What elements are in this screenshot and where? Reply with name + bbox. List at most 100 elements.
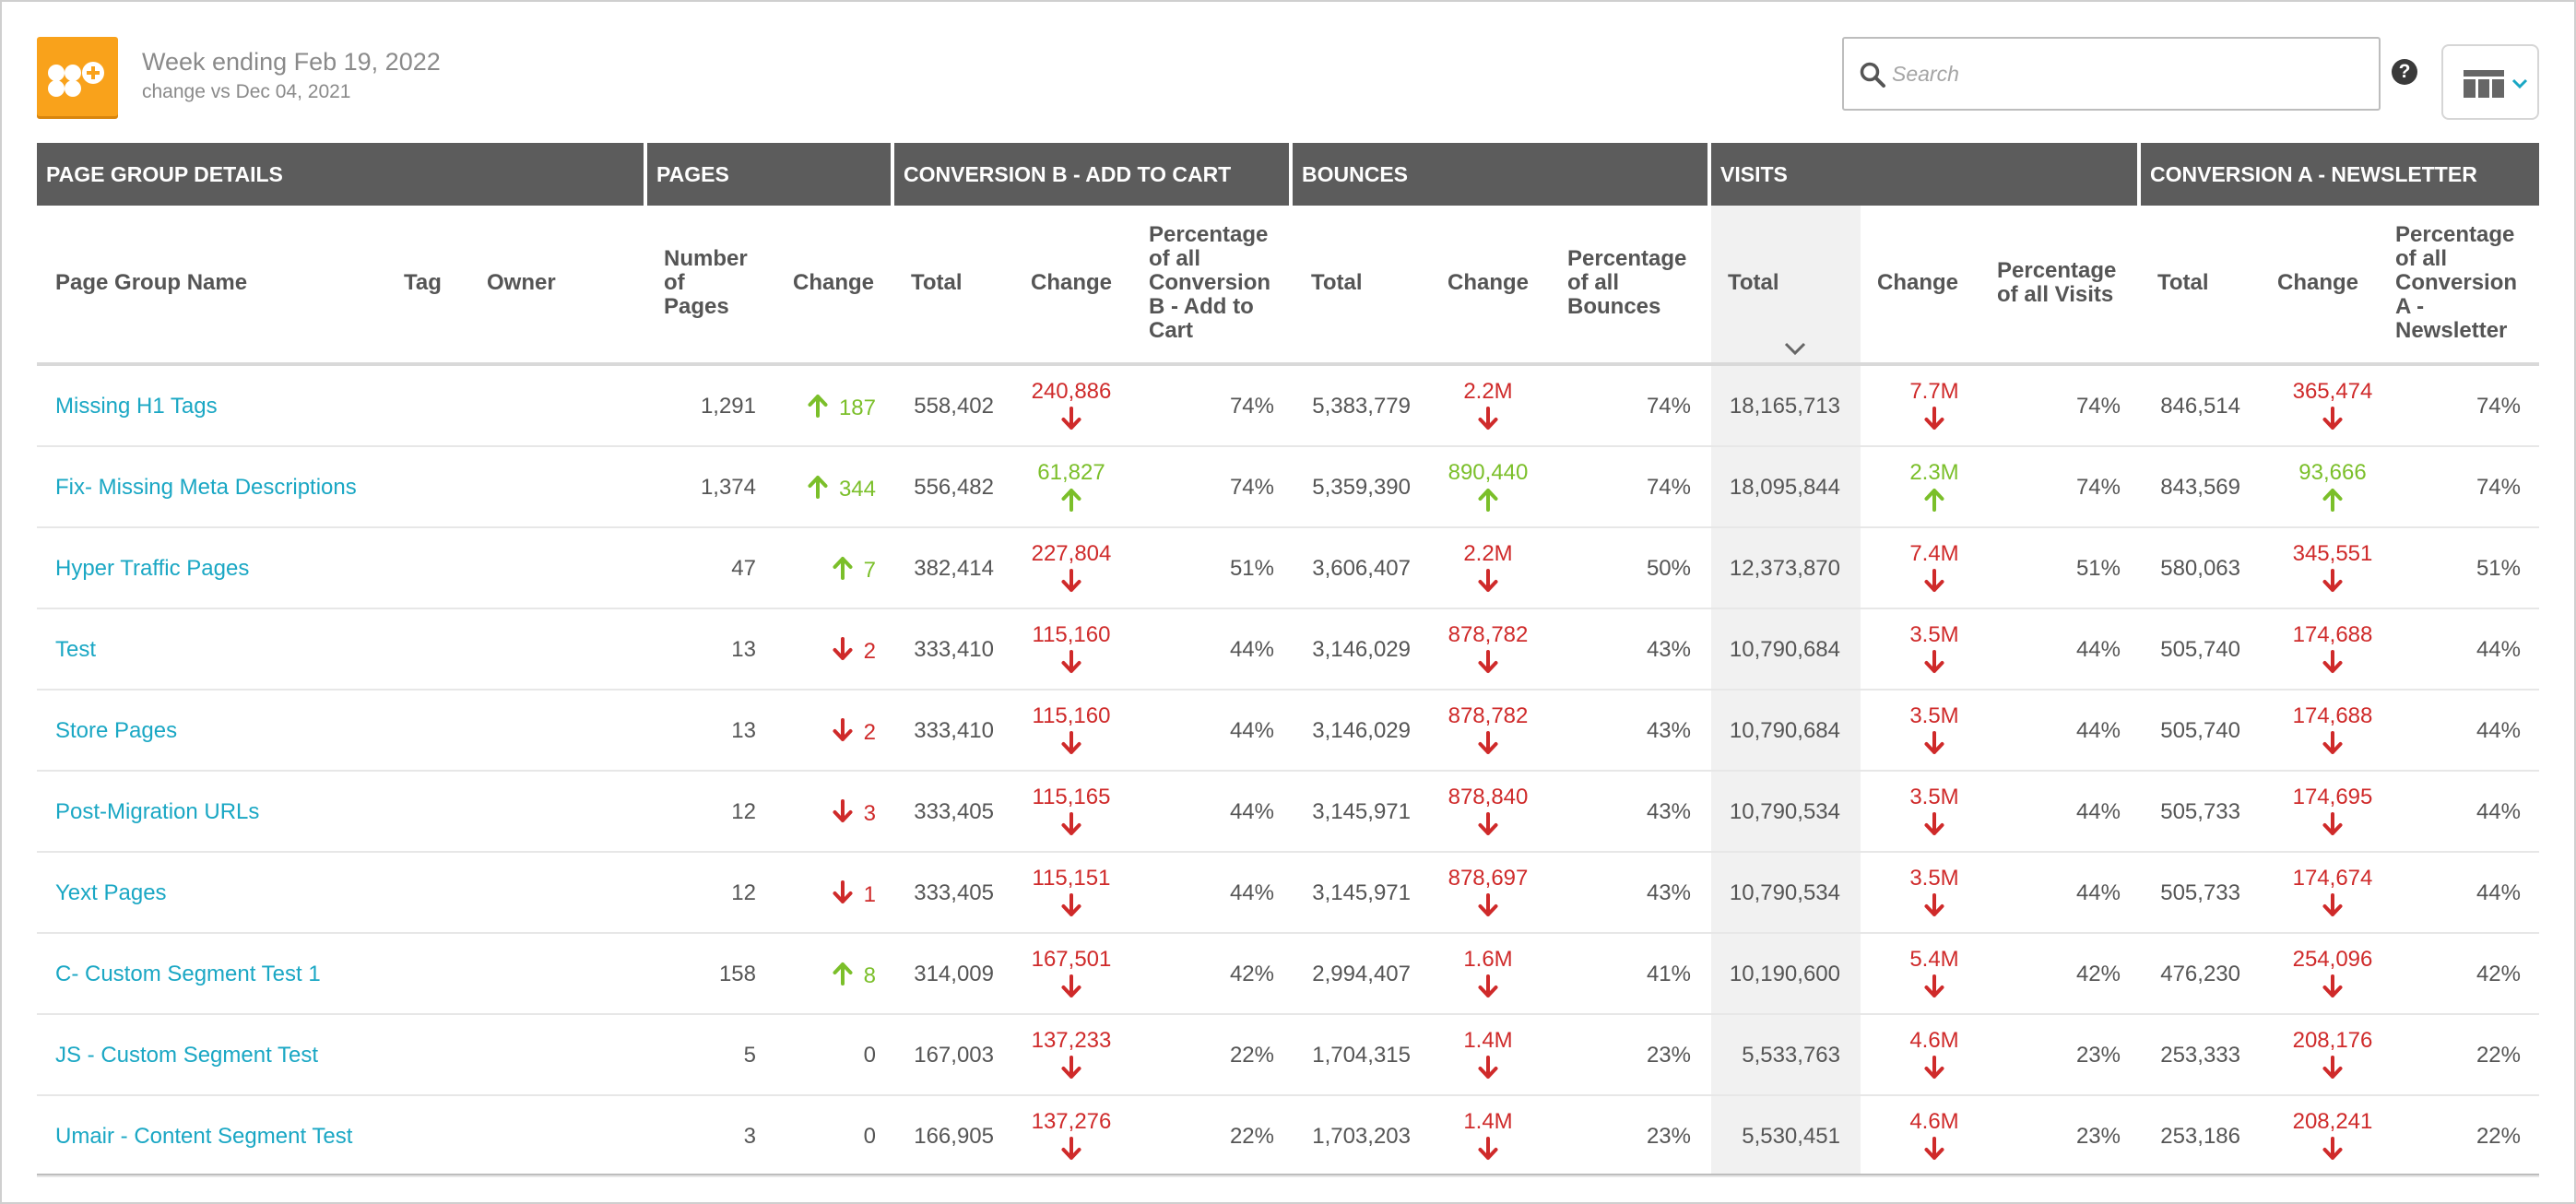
bounces-change-value: 1.4M	[1463, 1028, 1513, 1053]
table-row[interactable]: Fix- Missing Meta Descriptions 1,374 344 55…	[37, 447, 2539, 528]
table-row[interactable]: C- Custom Segment Test 1 158 8 314,009 167,5…	[37, 934, 2539, 1015]
column-header-visits-total[interactable]: Total	[1728, 270, 1779, 295]
column-header-visits-pct[interactable]: Percentage of all Visits	[1997, 259, 2116, 307]
convb-pct: 44%	[1229, 880, 1274, 905]
page-group-link[interactable]: JS - Custom Segment Test	[55, 1043, 318, 1068]
page-group-link[interactable]: Store Pages	[55, 718, 178, 743]
visits-pct: 44%	[2075, 880, 2121, 905]
arrow-down-icon	[1061, 893, 1081, 916]
column-header-line: Cart	[1149, 318, 1194, 343]
bounces-pct: 43%	[1646, 637, 1691, 662]
page-group-link[interactable]: Hyper Traffic Pages	[55, 556, 250, 581]
page-group-link[interactable]: Post-Migration URLs	[55, 799, 260, 824]
column-header-pages-change[interactable]: Change	[793, 270, 875, 295]
column-layout-button[interactable]	[2441, 44, 2539, 120]
column-header-bounces-pct[interactable]: Percentage of all Bounces	[1567, 247, 1686, 319]
column-header-conva-total[interactable]: Total	[2157, 270, 2209, 295]
page-group-link[interactable]: Fix- Missing Meta Descriptions	[55, 475, 357, 500]
group-page-group-details: PAGE GROUP DETAILS	[37, 143, 644, 206]
convb-change-value: 137,276	[1031, 1109, 1112, 1134]
column-header-line: of	[664, 270, 685, 295]
conva-change-value: 174,688	[2292, 622, 2373, 647]
table-row[interactable]: Yext Pages 12 1 333,405 115,151 44% 3,145,971 8…	[37, 853, 2539, 934]
visits-total: 10,790,684	[1729, 718, 1840, 743]
pages-change-value: 1	[863, 882, 876, 907]
number-of-pages: 12	[731, 799, 756, 824]
column-header-line: Percentage	[1149, 222, 1269, 247]
page-group-link[interactable]: C- Custom Segment Test 1	[55, 962, 321, 986]
number-of-pages: 13	[731, 718, 756, 743]
bounces-change-value: 2.2M	[1463, 541, 1513, 566]
bounces-pct: 23%	[1646, 1043, 1691, 1068]
visits-change: 2.3M	[1879, 460, 1990, 512]
column-header-line: Bounces	[1567, 294, 1661, 319]
column-header-visits-change[interactable]: Change	[1877, 270, 1959, 295]
conva-total: 505,740	[2160, 718, 2240, 743]
sort-descending-icon[interactable]	[1783, 341, 1807, 356]
number-of-pages: 1,291	[700, 394, 756, 419]
pages-change: 344	[808, 475, 876, 502]
bounces-total: 3,606,407	[1312, 556, 1411, 581]
help-icon[interactable]: ?	[2392, 59, 2417, 85]
table-row[interactable]: Umair - Content Segment Test 3 0 166,905 137…	[37, 1096, 2539, 1177]
group-conversion-a: CONVERSION A - NEWSLETTER	[2141, 143, 2539, 206]
search-box[interactable]	[1842, 37, 2381, 111]
arrow-down-icon	[833, 799, 853, 822]
table-row[interactable]: Missing H1 Tags 1,291 187 558,402 240,886 74%…	[37, 366, 2539, 447]
column-header-bounces-total[interactable]: Total	[1311, 270, 1363, 295]
search-input[interactable]	[1892, 55, 2362, 92]
convb-total: 333,405	[914, 799, 994, 824]
visits-change-value: 4.6M	[1909, 1109, 1959, 1134]
page-title: Week ending Feb 19, 2022	[142, 48, 441, 76]
column-header-line: of all	[1149, 246, 1201, 271]
convb-change-value: 167,501	[1031, 947, 1112, 972]
column-header-line: A -	[2395, 294, 2425, 319]
bounces-change: 2.2M	[1433, 541, 1543, 593]
arrow-up-icon	[808, 476, 828, 499]
column-header-convb-pct[interactable]: Percentage of all Conversion B - Add to Cart	[1149, 223, 1270, 343]
visits-change-value: 3.5M	[1909, 622, 1959, 647]
convb-pct: 44%	[1229, 637, 1274, 662]
column-header-tag[interactable]: Tag	[404, 270, 442, 295]
table-row[interactable]: JS - Custom Segment Test 5 0 167,003 137,233…	[37, 1015, 2539, 1096]
convb-change: 115,165	[1016, 785, 1127, 836]
conva-total: 253,186	[2160, 1124, 2240, 1149]
column-header-conva-pct[interactable]: Percentage of all Conversion A - Newsletter	[2395, 223, 2517, 343]
visits-pct: 44%	[2075, 718, 2121, 743]
search-icon	[1860, 62, 1885, 88]
page-group-link[interactable]: Test	[55, 637, 97, 662]
page-group-link[interactable]: Umair - Content Segment Test	[55, 1124, 353, 1149]
column-header-num-pages[interactable]: Number of Pages	[664, 247, 748, 319]
table-row[interactable]: Test 13 2 333,410 115,160 44% 3,146,029 878,782…	[37, 609, 2539, 691]
logo-dot	[48, 65, 65, 81]
column-header-bounces-change[interactable]: Change	[1448, 270, 1530, 295]
convb-pct: 22%	[1229, 1043, 1274, 1068]
bounces-pct: 43%	[1646, 718, 1691, 743]
app-logo	[37, 37, 118, 116]
arrow-down-icon	[1924, 407, 1944, 430]
bounces-total: 3,145,971	[1312, 799, 1411, 824]
table-row[interactable]: Post-Migration URLs 12 3 333,405 115,165 44% 3…	[37, 772, 2539, 853]
column-header-convb-total[interactable]: Total	[911, 270, 963, 295]
pages-change: 0	[864, 1124, 876, 1150]
visits-pct: 42%	[2075, 962, 2121, 986]
conva-change-value: 174,695	[2292, 785, 2373, 809]
convb-pct: 42%	[1229, 962, 1274, 986]
convb-pct: 51%	[1229, 556, 1274, 581]
column-header-owner[interactable]: Owner	[487, 270, 556, 295]
table-row[interactable]: Store Pages 13 2 333,410 115,160 44% 3,146,029…	[37, 691, 2539, 772]
convb-change: 61,827	[1016, 460, 1127, 512]
table-row[interactable]: Hyper Traffic Pages 47 7 382,414 227,804 51% 3…	[37, 528, 2539, 609]
page-group-link[interactable]: Missing H1 Tags	[55, 394, 218, 419]
group-pages: PAGES	[647, 143, 891, 206]
column-header-conva-change[interactable]: Change	[2277, 270, 2359, 295]
arrow-down-icon	[1924, 893, 1944, 916]
arrow-down-icon	[2322, 812, 2343, 835]
arrow-down-icon	[1478, 1137, 1498, 1160]
page-group-link[interactable]: Yext Pages	[55, 880, 167, 905]
pages-change-value: 0	[863, 1043, 876, 1068]
bounces-change: 878,782	[1433, 622, 1543, 674]
column-header-name[interactable]: Page Group Name	[55, 270, 248, 295]
column-header-convb-change[interactable]: Change	[1031, 270, 1113, 295]
visits-pct: 23%	[2075, 1124, 2121, 1149]
